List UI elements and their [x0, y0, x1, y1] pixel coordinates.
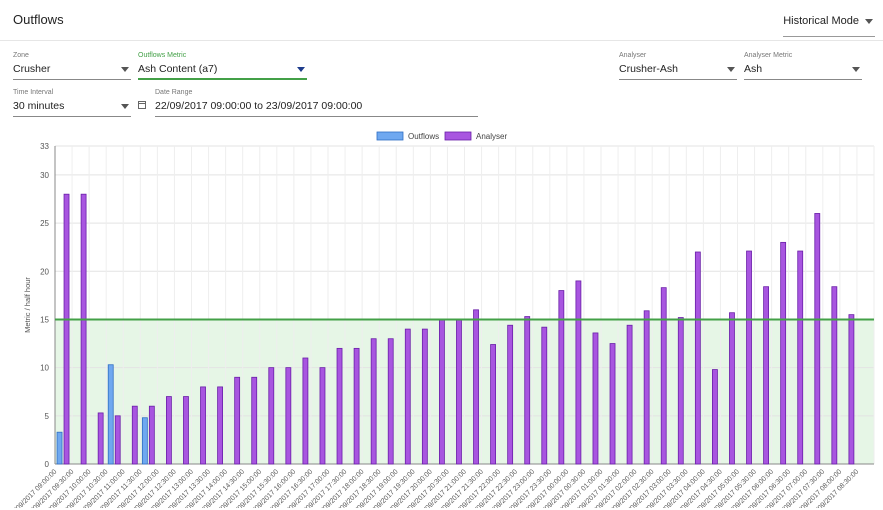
y-tick-label: 33: [40, 142, 49, 151]
analyser-bar: [63, 193, 70, 465]
analyser-bar: [148, 405, 155, 465]
mode-select[interactable]: Historical Mode: [783, 12, 875, 37]
outflows-bar: [56, 431, 63, 465]
analyser-bar: [660, 287, 667, 465]
analyser-select[interactable]: Analyser Crusher-Ash: [619, 52, 737, 80]
analyser-bar: [490, 344, 496, 465]
analyser-bar: [268, 367, 275, 465]
chevron-down-icon: [727, 67, 735, 72]
chevron-down-icon: [121, 104, 129, 109]
analyser-bar: [319, 367, 326, 465]
legend-swatch-analyser: [444, 131, 472, 141]
analyser-bar: [421, 328, 428, 465]
time-interval-value: 30 minutes: [13, 100, 65, 112]
analyser-label: Analyser: [619, 52, 647, 59]
analyser-bar: [848, 314, 855, 465]
legend-label-analyser: Analyser: [476, 132, 507, 141]
date-range-field[interactable]: Date Range 22/09/2017 09:00:00 to 23/09/…: [138, 89, 478, 117]
date-range-value: 22/09/2017 09:00:00 to 23/09/2017 09:00:…: [155, 100, 363, 112]
chevron-down-icon: [852, 67, 860, 72]
analyser-bar: [97, 412, 104, 465]
analyser-bar: [626, 324, 633, 465]
analyser-bar: [746, 250, 752, 465]
analyser-bar: [114, 415, 121, 465]
analyser-bar: [694, 251, 701, 465]
analyser-bar: [456, 319, 462, 465]
analyser-bar: [302, 357, 309, 465]
analyser-bar: [507, 324, 514, 465]
analyser-underline: [619, 79, 737, 80]
analyser-bar: [712, 369, 718, 465]
analyser-metric-value: Ash: [744, 63, 763, 75]
analyser-bar: [575, 280, 582, 465]
y-axis-label: Metric / half hour: [23, 277, 32, 333]
outflows-bar: [141, 417, 148, 465]
analyser-bar: [285, 367, 292, 465]
time-interval-label: Time Interval: [13, 89, 54, 96]
analyser-bar: [677, 317, 684, 465]
analyser-bar: [166, 396, 172, 465]
chevron-down-icon: [297, 67, 305, 72]
analyser-bar: [729, 312, 735, 465]
date-range-label: Date Range: [155, 89, 193, 96]
analyser-bar: [797, 250, 804, 465]
analyser-bar: [251, 376, 258, 465]
analyser-bar: [183, 396, 189, 465]
y-tick-label: 10: [40, 364, 49, 373]
analyser-metric-label: Analyser Metric: [744, 52, 793, 59]
page-header: Outflows Historical Mode: [0, 0, 883, 41]
analyser-bar: [609, 343, 616, 465]
date-range-underline: [155, 116, 478, 117]
legend-label-outflows: Outflows: [408, 132, 439, 141]
analyser-bar: [80, 193, 87, 465]
analyser-value: Crusher-Ash: [619, 63, 678, 75]
time-interval-select[interactable]: Time Interval 30 minutes: [13, 89, 131, 117]
analyser-bar: [404, 328, 411, 465]
analyser-bar: [131, 405, 138, 465]
analyser-bar: [353, 347, 360, 465]
y-tick-label: 0: [45, 460, 50, 469]
analyser-bar: [831, 286, 838, 465]
analyser-bar: [234, 376, 241, 465]
analyser-bar: [592, 332, 599, 465]
legend-swatch-outflows: [376, 131, 404, 141]
chevron-down-icon: [865, 19, 873, 24]
analyser-bar: [473, 309, 479, 465]
outflows-bar: [107, 364, 114, 465]
y-tick-label: 20: [40, 267, 49, 276]
page-title: Outflows: [13, 12, 64, 27]
analyser-bar: [643, 310, 650, 465]
analyser-bar: [387, 338, 394, 465]
outflows-metric-select[interactable]: Outflows Metric Ash Content (a7): [138, 52, 307, 80]
analyser-bar: [200, 386, 206, 465]
analyser-bar: [780, 241, 787, 465]
analyser-bar: [439, 319, 445, 465]
analyser-metric-underline: [744, 79, 862, 80]
outflows-metric-value: Ash Content (a7): [138, 63, 218, 75]
y-tick-label: 15: [40, 315, 49, 324]
time-interval-underline: [13, 116, 131, 117]
y-tick-label: 25: [40, 219, 49, 228]
outflows-metric-underline: [138, 78, 307, 80]
analyser-bar: [814, 213, 821, 465]
calendar-icon: [138, 101, 146, 109]
zone-label: Zone: [13, 52, 29, 59]
analyser-bar: [217, 386, 223, 465]
outflows-metric-label: Outflows Metric: [138, 52, 187, 59]
zone-select[interactable]: Zone Crusher: [13, 52, 131, 80]
analyser-bar: [524, 316, 531, 465]
analyser-bar: [763, 286, 769, 465]
analyser-bar: [370, 338, 377, 465]
analyser-bar: [336, 347, 343, 465]
zone-underline: [13, 79, 131, 80]
y-tick-label: 30: [40, 171, 49, 180]
analyser-bar: [558, 290, 565, 465]
mode-select-value: Historical Mode: [783, 15, 859, 27]
zone-value: Crusher: [13, 63, 51, 75]
analyser-bar: [541, 326, 548, 465]
y-tick-label: 5: [45, 412, 50, 421]
chevron-down-icon: [121, 67, 129, 72]
analyser-metric-select[interactable]: Analyser Metric Ash: [744, 52, 862, 80]
